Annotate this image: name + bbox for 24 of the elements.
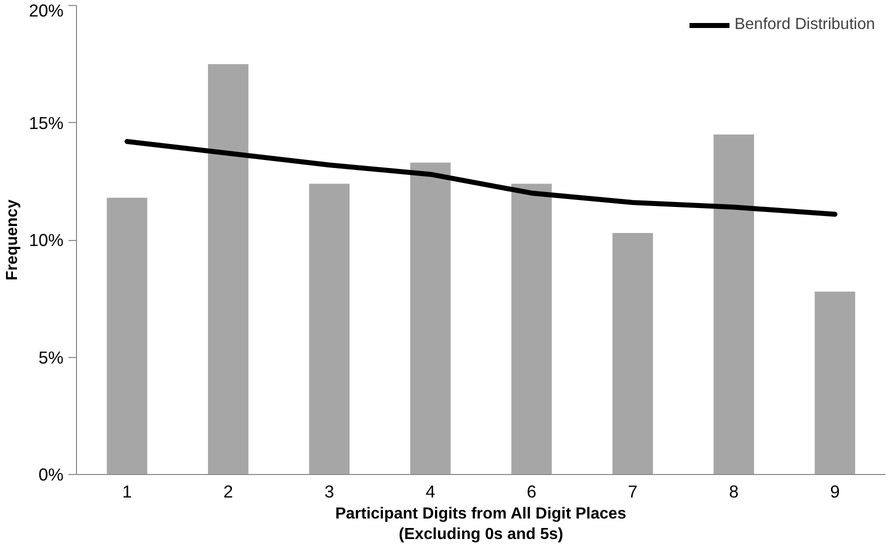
- x-axis-title: Participant Digits from All Digit Places (Excluding 0s and 5s): [335, 506, 626, 543]
- bar: [208, 64, 248, 474]
- y-tick-label: 10%: [28, 230, 64, 250]
- x-tick-label: 8: [728, 482, 739, 502]
- bar: [612, 232, 653, 474]
- bar: [511, 184, 552, 474]
- bar: [309, 184, 350, 474]
- legend-label: Benford Distribution: [734, 16, 875, 34]
- bar: [814, 292, 856, 474]
- x-tick-label: 3: [324, 482, 334, 502]
- y-tick-label: 20%: [28, 0, 64, 20]
- x-tick-label: 7: [628, 482, 638, 502]
- y-tick-label: 15%: [28, 112, 64, 133]
- x-tick-label: 4: [426, 482, 436, 502]
- y-tick-label: 0%: [38, 464, 64, 484]
- bar: [714, 134, 754, 474]
- x-tick-label: 2: [223, 482, 234, 502]
- y-tick-label: 5%: [38, 347, 64, 368]
- x-tick-label: 6: [526, 482, 536, 502]
- bar: [106, 198, 148, 474]
- x-tick-label: 9: [830, 482, 840, 502]
- y-axis-title: Frequency: [4, 199, 21, 280]
- x-tick-label: 1: [122, 482, 132, 502]
- bar: [410, 162, 451, 474]
